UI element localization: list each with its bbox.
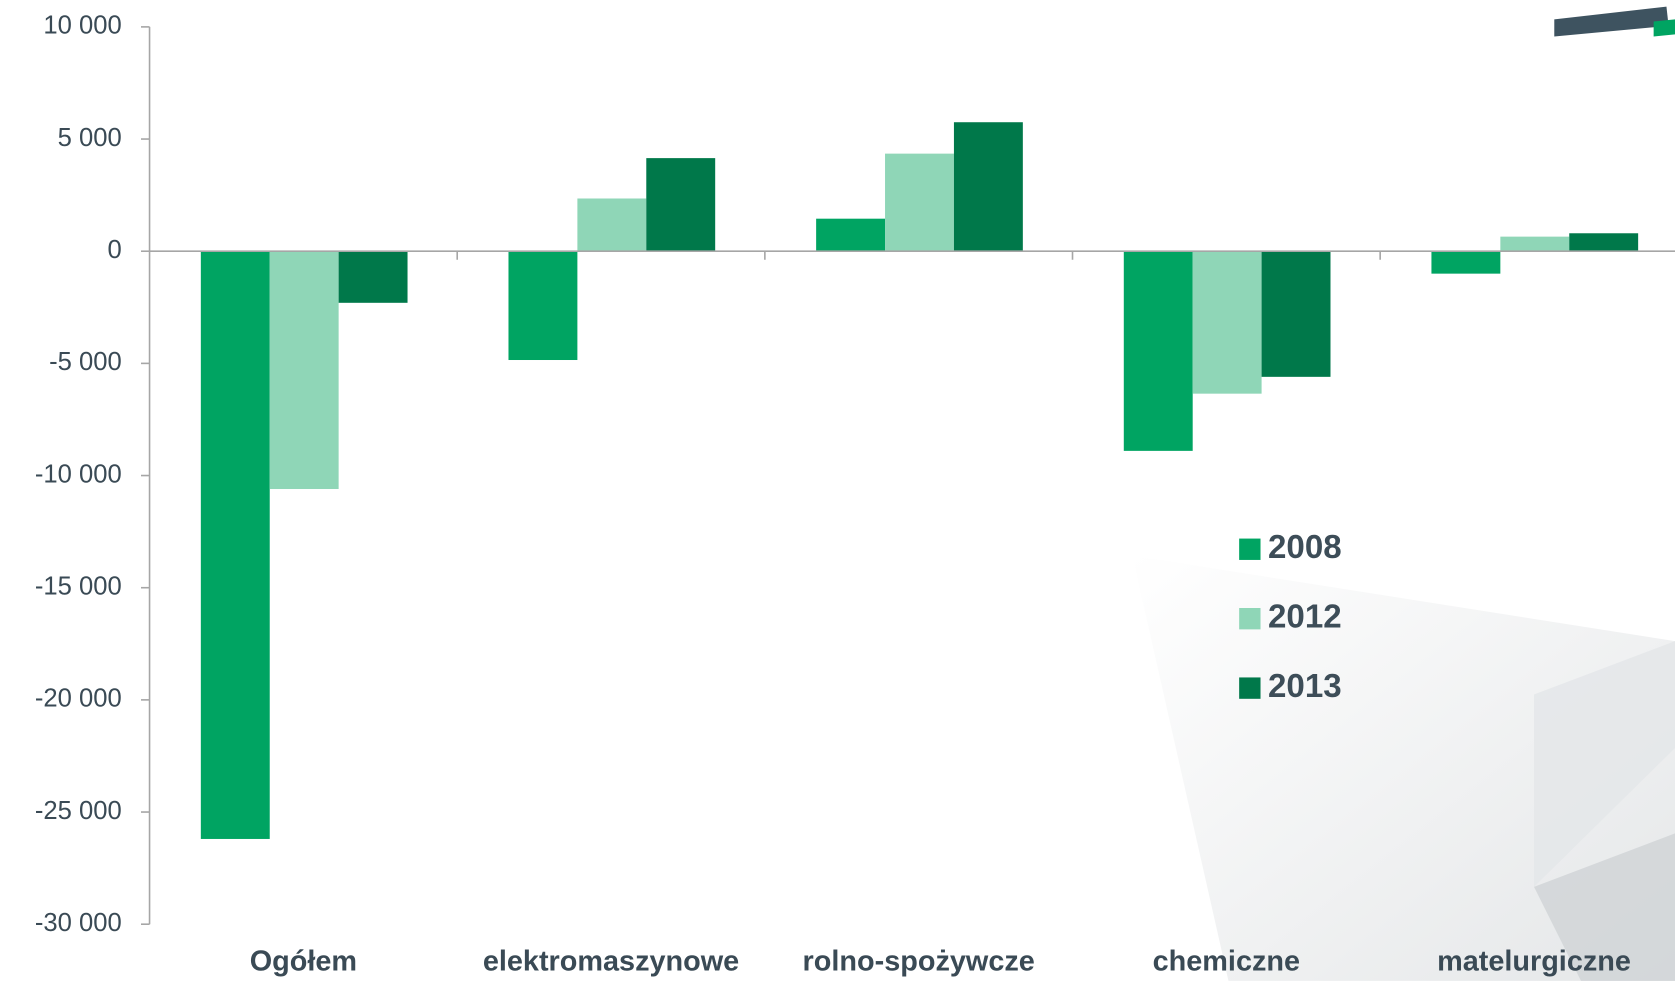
x-tick-label: chemiczne bbox=[1153, 945, 1300, 977]
y-tick-label: -15 000 bbox=[35, 572, 122, 600]
y-tick-label: -5 000 bbox=[49, 348, 122, 376]
bar bbox=[646, 158, 716, 252]
y-tick-label: 10 000 bbox=[43, 12, 121, 40]
legend-label: 2013 bbox=[1268, 668, 1342, 705]
y-tick-label: -30 000 bbox=[35, 909, 122, 937]
legend-swatch bbox=[1239, 538, 1261, 560]
bar bbox=[953, 122, 1023, 252]
bar bbox=[508, 251, 578, 361]
bar bbox=[885, 153, 954, 252]
bar bbox=[577, 198, 647, 252]
y-tick-label: -10 000 bbox=[35, 460, 122, 488]
y-tick-label: 5 000 bbox=[58, 124, 122, 152]
bar bbox=[1500, 236, 1570, 252]
x-tick-label: rolno-spożywcze bbox=[803, 945, 1035, 977]
x-tick-label: matelurgiczne bbox=[1437, 945, 1631, 977]
legend-label: 2012 bbox=[1268, 598, 1342, 635]
bar bbox=[1431, 251, 1501, 274]
y-tick-label: 0 bbox=[108, 236, 122, 264]
x-tick-label: elektromaszynowe bbox=[483, 945, 739, 977]
legend-swatch bbox=[1239, 677, 1261, 699]
legend-label: 2008 bbox=[1268, 529, 1342, 566]
legend-swatch bbox=[1239, 608, 1261, 630]
bar bbox=[1123, 251, 1193, 451]
bar bbox=[1192, 251, 1262, 394]
bar bbox=[1569, 233, 1639, 252]
bar bbox=[269, 251, 339, 490]
bar bbox=[1261, 251, 1331, 377]
bar bbox=[200, 251, 270, 839]
y-tick-label: -25 000 bbox=[35, 797, 122, 825]
bar bbox=[338, 251, 408, 303]
background-decoration bbox=[1132, 6, 1675, 981]
x-tick-label: Ogółem bbox=[250, 945, 357, 977]
y-tick-label: -20 000 bbox=[35, 685, 122, 713]
bar bbox=[816, 218, 886, 252]
